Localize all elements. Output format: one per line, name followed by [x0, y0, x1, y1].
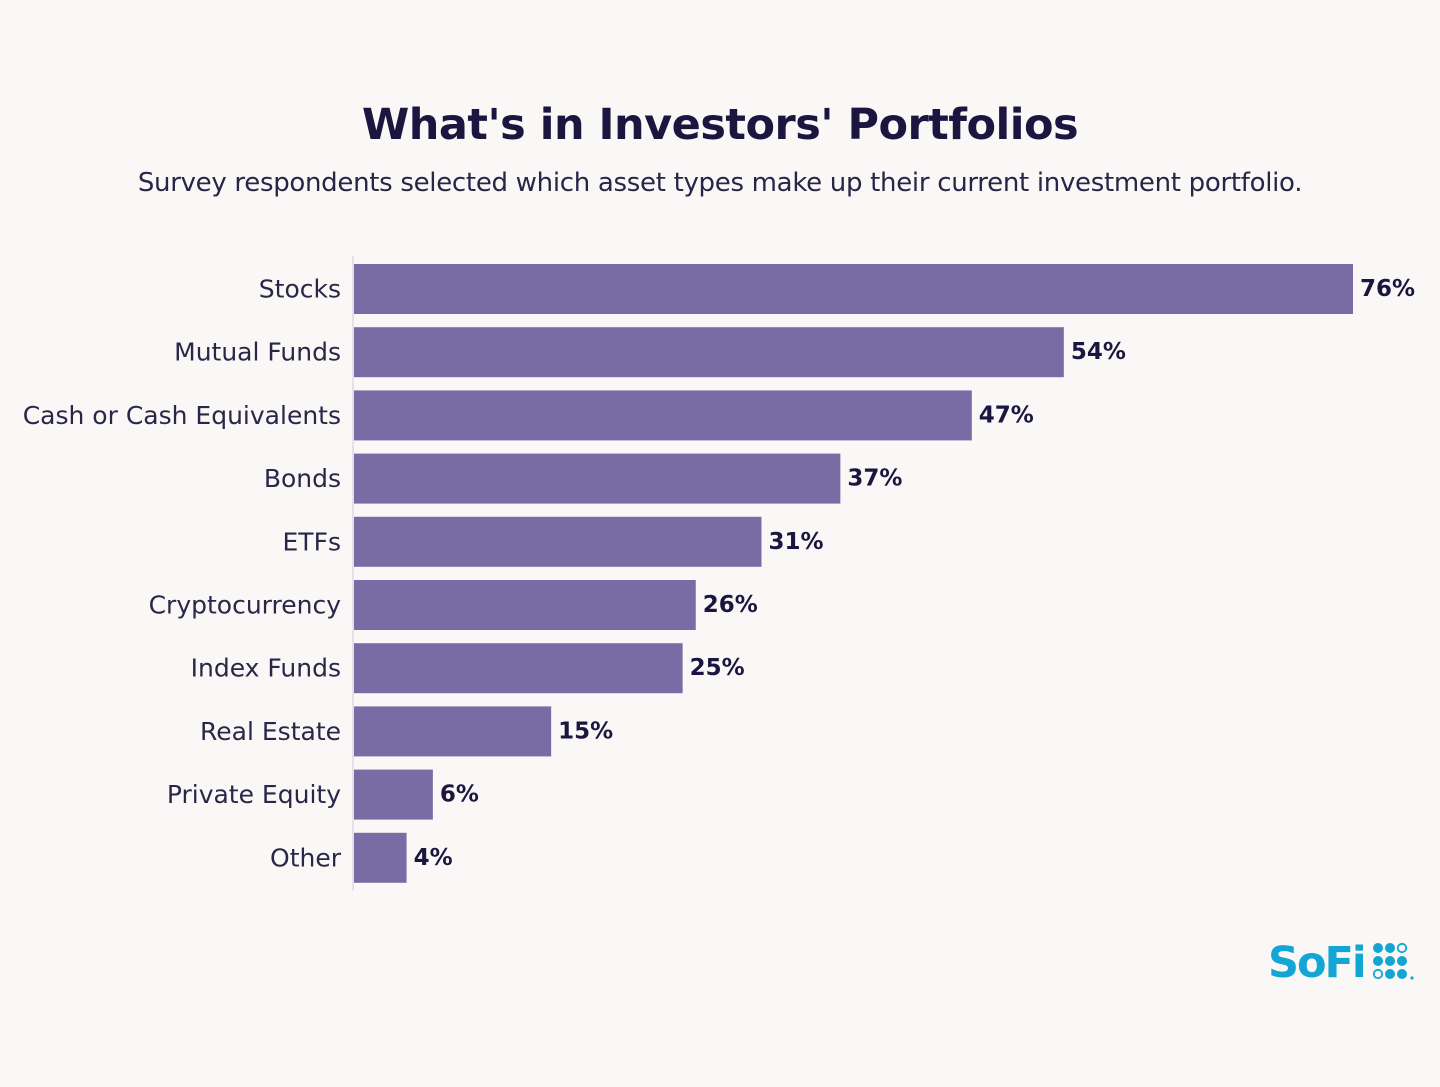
sofi-dots-icon: [1372, 942, 1414, 980]
value-label: 4%: [414, 845, 453, 871]
bar: [354, 643, 683, 694]
category-label: Private Equity: [167, 780, 341, 809]
chart-subtitle: Survey respondents selected which asset …: [137, 168, 1303, 198]
category-label: Cash or Cash Equivalents: [23, 401, 341, 430]
category-label: Real Estate: [200, 717, 341, 746]
category-label: Stocks: [259, 275, 341, 304]
bar: [354, 769, 433, 820]
sofi-logo: SoFi: [1268, 937, 1418, 989]
category-label: Mutual Funds: [174, 338, 341, 367]
sofi-logo-text: SoFi: [1268, 938, 1367, 988]
category-label: Bonds: [264, 464, 341, 493]
bar: [354, 832, 407, 883]
bar: [354, 453, 841, 504]
bar: [354, 706, 552, 757]
value-label: 25%: [690, 655, 745, 681]
bar: [354, 580, 696, 630]
value-label: 76%: [1360, 276, 1415, 302]
bar: [354, 327, 1064, 378]
value-label: 6%: [440, 782, 479, 808]
value-label: 31%: [768, 529, 823, 555]
value-label: 54%: [1071, 339, 1126, 365]
bar: [354, 390, 972, 441]
bar: [354, 516, 762, 567]
category-label: ETFs: [283, 527, 341, 556]
category-label: Cryptocurrency: [149, 591, 342, 620]
value-label: 37%: [847, 466, 902, 492]
chart-title: What's in Investors' Portfolios: [361, 100, 1079, 150]
value-label: 15%: [558, 718, 613, 744]
value-label: 26%: [703, 592, 758, 618]
bar: [354, 264, 1353, 314]
category-label: Index Funds: [191, 654, 341, 683]
category-label: Other: [270, 843, 342, 872]
value-label: 47%: [979, 402, 1034, 428]
